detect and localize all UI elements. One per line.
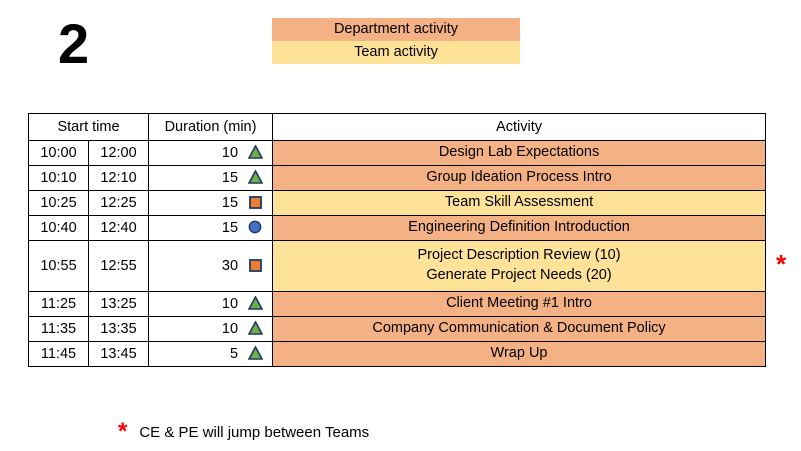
duration-value: 15 (221, 169, 239, 186)
cell-start-time-a: 10:55 (28, 240, 89, 292)
cell-duration: 10 (148, 291, 274, 317)
activity-line: Wrap Up (490, 345, 548, 362)
green-triangle-icon (247, 170, 263, 185)
duration-value: 5 (229, 345, 239, 362)
footnote-text: CE & PE will jump between Teams (139, 423, 370, 441)
cell-start-time-b: 13:25 (87, 291, 150, 317)
schedule-body: 10:00 12:00 10 Design Lab Expectations 10:10… (28, 140, 767, 367)
cell-activity: Client Meeting #1 Intro (272, 291, 767, 317)
slide-number: 2 (58, 12, 89, 75)
footnote: * CE & PE will jump between Teams (118, 420, 369, 444)
activity-line: Team Skill Assessment (444, 194, 594, 211)
cell-start-time-b: 12:10 (87, 165, 150, 191)
cell-start-time-b: 12:40 (87, 215, 150, 241)
blue-circle-icon (248, 220, 262, 234)
activity-line: Design Lab Expectations (438, 144, 600, 161)
green-triangle-icon (247, 296, 263, 311)
column-header-duration: Duration (min) (148, 113, 274, 141)
orange-square-icon (248, 195, 262, 209)
legend-label-team-activity: Team activity (354, 44, 438, 60)
cell-activity: Group Ideation Process Intro (272, 165, 767, 191)
activity-line: Project Description Review (10) (417, 247, 621, 264)
table-row: 10:55 12:55 30 Project Description Review (… (28, 240, 767, 292)
duration-value: 15 (221, 194, 239, 211)
footnote-asterisk-icon: * (118, 418, 128, 445)
cell-duration: 15 (148, 190, 274, 216)
orange-square-icon (248, 258, 262, 272)
cell-duration: 30 (148, 240, 274, 292)
table-row: 10:25 12:25 15 Team Skill Assessment (28, 190, 767, 216)
green-triangle-icon (247, 145, 263, 160)
cell-start-time-a: 10:00 (28, 140, 89, 166)
cell-start-time-a: 10:10 (28, 165, 89, 191)
table-row: 10:00 12:00 10 Design Lab Expectations (28, 140, 767, 166)
cell-duration: 15 (148, 215, 274, 241)
cell-duration: 5 (148, 341, 274, 367)
table-row: 11:35 13:35 10 Company Communication & Docu… (28, 316, 767, 342)
duration-value: 30 (221, 257, 239, 274)
green-triangle-icon (247, 346, 263, 361)
legend-item-department-activity: Department activity (272, 18, 520, 41)
table-row: 11:25 13:25 10 Client Meeting #1 Intro (28, 291, 767, 317)
cell-duration: 10 (148, 140, 274, 166)
duration-value: 10 (221, 320, 239, 337)
cell-start-time-b: 12:00 (87, 140, 150, 166)
cell-duration: 15 (148, 165, 274, 191)
cell-activity: Team Skill Assessment (272, 190, 767, 216)
cell-start-time-a: 11:45 (28, 341, 89, 367)
activity-line: Engineering Definition Introduction (408, 219, 630, 236)
column-header-activity: Activity (272, 113, 767, 141)
activity-line: Group Ideation Process Intro (426, 169, 612, 186)
table-row: 10:10 12:10 15 Group Ideation Process Intro (28, 165, 767, 191)
duration-value: 15 (221, 219, 239, 236)
green-triangle-icon (247, 321, 263, 336)
cell-activity: Engineering Definition Introduction (272, 215, 767, 241)
table-row: 11:45 13:45 5 Wrap Up (28, 341, 767, 367)
row-flag-asterisk-icon: * (776, 249, 787, 279)
table-row: 10:40 12:40 15 Engineering Definition Intro… (28, 215, 767, 241)
cell-start-time-a: 11:35 (28, 316, 89, 342)
cell-start-time-b: 13:35 (87, 316, 150, 342)
cell-start-time-a: 10:25 (28, 190, 89, 216)
legend-item-team-activity: Team activity (272, 41, 520, 64)
legend-label-department-activity: Department activity (333, 21, 459, 37)
cell-start-time-b: 12:55 (87, 240, 150, 292)
table-header-row: Start time Duration (min) Activity (27, 113, 767, 141)
cell-activity: Company Communication & Document Policy (272, 316, 767, 342)
schedule-table: Start time Duration (min) Activity 10:00… (27, 113, 767, 367)
legend: Department activity Team activity (272, 18, 520, 64)
duration-value: 10 (221, 295, 239, 312)
activity-line: Client Meeting #1 Intro (446, 295, 592, 312)
activity-line: Company Communication & Document Policy (372, 320, 666, 337)
cell-duration: 10 (148, 316, 274, 342)
column-header-start-time: Start time (27, 113, 150, 141)
duration-value: 10 (221, 144, 239, 161)
cell-activity: Wrap Up (272, 341, 767, 367)
cell-start-time-b: 12:25 (87, 190, 150, 216)
cell-start-time-a: 11:25 (28, 291, 89, 317)
cell-activity: Project Description Review (10) Generate … (272, 240, 767, 292)
cell-start-time-b: 13:45 (87, 341, 150, 367)
activity-line: Generate Project Needs (20) (426, 267, 612, 283)
cell-activity: Design Lab Expectations (272, 140, 767, 166)
cell-start-time-a: 10:40 (28, 215, 89, 241)
